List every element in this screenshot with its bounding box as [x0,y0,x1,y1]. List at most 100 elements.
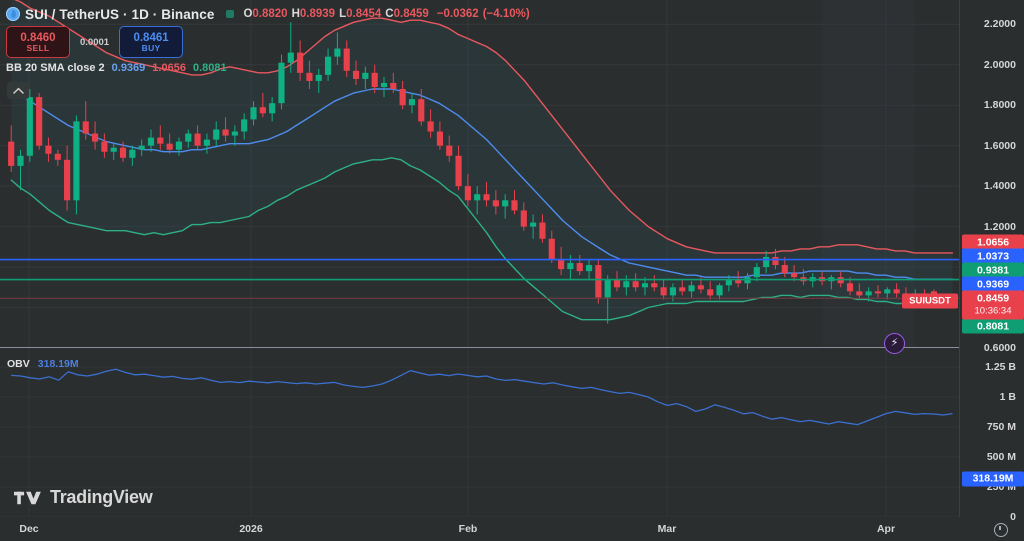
candle-body [707,289,714,296]
bb-middle-value: 0.9369 [111,62,146,74]
candle-body [511,200,518,211]
bb-upper-value: 1.0656 [152,62,186,74]
candle-body [791,273,798,278]
candle-body [371,72,378,87]
candle-body [73,121,80,201]
bb-line-0 [14,0,954,254]
chevron-up-icon[interactable] [7,82,29,99]
countdown-timer: 10:36:34 [974,305,1012,317]
price-badge[interactable]: 0.9369 [962,276,1024,292]
ohlc-high-key: H [291,8,300,20]
symbol-tag-badge[interactable]: SUIUSDT [902,293,958,309]
price-badge[interactable]: 1.0373 [962,248,1024,264]
chart-legend: SUI / TetherUS · 1D · Binance O0.8820 H0.… [0,0,530,75]
candle-body [54,153,61,160]
chevron-up-glyph [12,87,24,94]
candle-body [539,222,546,239]
sell-label: SELL [26,42,50,53]
lightning-bolt-icon[interactable]: ⚡ [884,333,905,354]
bollinger-bands-legend[interactable]: BB 20 SMA close 2 0.9369 1.0656 0.8081 [6,61,530,75]
candle-body [231,131,238,136]
price-pane[interactable] [0,0,960,348]
candle-body [269,103,276,114]
spread-value: 0.0001 [80,36,110,48]
price-tick-label: 1.2000 [983,220,1016,233]
candle-body [241,119,248,132]
sell-button[interactable]: 0.8460 SELL [6,26,70,58]
candle-body [865,291,872,296]
time-tick-label: Dec [19,523,39,535]
page-title[interactable]: SUI / TetherUS · 1D · Binance [25,6,215,22]
candle-body [17,155,24,166]
market-status-icon [226,10,235,18]
candle-body [874,291,882,294]
candle-body [548,238,555,259]
price-tick-label: 2.0000 [983,58,1016,71]
candle-body [315,74,322,81]
ohlc-close-key: C [385,8,394,20]
candle-body [558,258,565,270]
buy-button[interactable]: 0.8461 BUY [119,26,184,58]
candle-body [613,279,621,288]
candle-body [492,200,499,207]
obv-value-badge[interactable]: 318.19M [962,471,1024,487]
candle-body [250,107,257,120]
candle-body [772,256,779,266]
ohlc-close-value: 0.8459 [393,8,429,20]
price-tick-label: 2.2000 [983,18,1016,31]
bb-line-2 [10,157,954,321]
time-axis[interactable]: Dec 2026 Feb Mar Apr [0,517,1024,541]
obv-chart-canvas [0,349,960,517]
buy-label: BUY [141,42,161,53]
candle-body [679,287,686,292]
last-price-badge[interactable]: 0.8459 10:36:34 [962,290,1024,320]
candle-body [334,48,341,57]
ohlc-high-value: 0.8939 [299,8,336,20]
obv-legend[interactable]: OBV 318.19M [7,358,79,370]
candle-body [166,143,173,150]
candle-body [446,145,453,156]
price-badge[interactable]: 0.8081 [962,318,1024,334]
candle-body [36,97,43,146]
price-badge[interactable]: 0.9381 [962,262,1024,278]
price-axis[interactable]: 2.20002.00001.80001.60001.40001.20001.00… [960,0,1024,523]
change-absolute: −0.0362 [436,8,479,20]
candle-body [101,141,108,152]
candle-body [380,82,388,87]
price-badge[interactable]: 1.0656 [962,234,1024,250]
obv-tick-label: 1 B [999,391,1016,403]
ohlc-values: O0.8820 H0.8939 L0.8454 C0.8459 −0.0362 (−4.1… [243,8,529,20]
pane-divider[interactable] [0,347,1024,348]
sui-coin-icon [6,7,20,21]
candle-body [8,141,15,166]
candle-body [297,52,304,73]
candle-body [259,107,266,114]
candle-body [846,283,854,292]
candle-body [455,155,462,187]
candle-body [222,129,229,136]
obv-pane[interactable] [0,349,960,517]
sell-price: 0.8460 [20,31,56,44]
obv-indicator-value: 318.19M [37,358,79,370]
candle-body [576,263,583,272]
candle-body [725,279,732,286]
candle-body [194,133,201,146]
candle-body [595,265,602,298]
price-tick-label: 1.4000 [983,180,1016,193]
candle-body [325,56,332,75]
candle-body [147,137,155,146]
candle-body [418,99,425,122]
candle-body [651,283,658,288]
time-tick-label: Apr [876,523,896,535]
clock-icon[interactable] [994,523,1008,537]
price-tick-label: 1.8000 [983,99,1016,112]
candle-body [427,121,434,132]
bb-lower-value: 0.8081 [192,62,227,74]
ohlc-low-key: L [339,8,347,20]
candle-body [110,147,117,152]
symbol-title-row[interactable]: SUI / TetherUS · 1D · Binance O0.8820 H0.… [6,4,530,24]
candle-body [632,281,639,288]
candle-body [408,99,416,106]
candle-body [352,70,360,79]
ohlc-low-value: 0.8454 [346,8,382,20]
